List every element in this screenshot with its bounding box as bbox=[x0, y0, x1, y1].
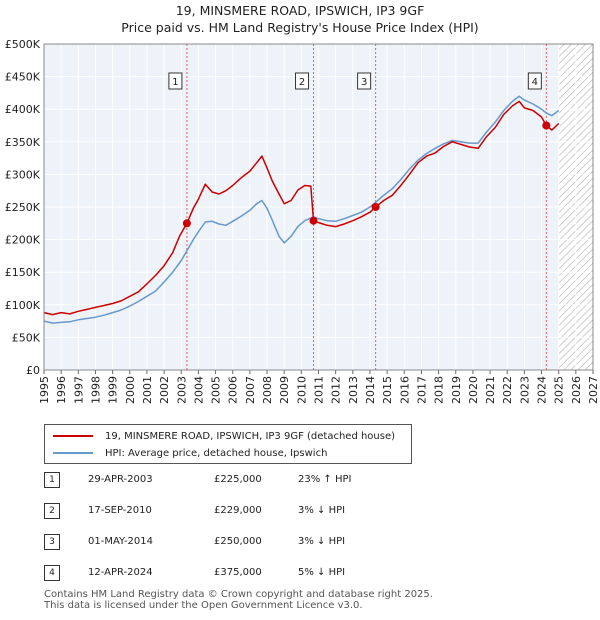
y-tick-label: £100K bbox=[5, 299, 41, 312]
y-tick-label: £500K bbox=[5, 38, 41, 51]
x-tick-label: 2016 bbox=[398, 376, 411, 404]
transaction-hpi: 3% ↓ HPI bbox=[298, 536, 346, 547]
x-tick-label: 2010 bbox=[295, 376, 308, 404]
footer-copyright: Contains HM Land Registry data © Crown c… bbox=[44, 589, 433, 600]
y-tick-label: £150K bbox=[5, 266, 41, 279]
price-chart: 1 2 3 4 £0 £50K £100K £150K £200K £250K £300K £350… bbox=[5, 38, 600, 404]
transaction-hpi: 5% ↓ HPI bbox=[298, 567, 346, 578]
x-tick-label: 2013 bbox=[347, 376, 360, 404]
hpi-series-line bbox=[43, 95, 560, 324]
y-tick-label: £200K bbox=[5, 234, 41, 247]
sale-point bbox=[371, 203, 380, 211]
x-tick-label: 2002 bbox=[158, 376, 171, 404]
x-tick-label: 2008 bbox=[261, 376, 274, 404]
footer-licence: This data is licensed under the Open Gov… bbox=[44, 600, 363, 611]
transaction-row: 3 01-MAY-2014 £250,000 3% ↓ HPI bbox=[44, 534, 384, 565]
legend-item-property: 19, MINSMERE ROAD, IPSWICH, IP3 9GF (det… bbox=[53, 428, 395, 444]
y-tick-label: £250K bbox=[5, 201, 41, 214]
transaction-price: £225,000 bbox=[214, 474, 262, 485]
transaction-marker-label: 3 bbox=[361, 77, 367, 88]
legend: 19, MINSMERE ROAD, IPSWICH, IP3 9GF (det… bbox=[44, 424, 412, 464]
transaction-price: £375,000 bbox=[214, 567, 262, 578]
x-tick-label: 2014 bbox=[364, 376, 377, 404]
x-tick-label: 2009 bbox=[278, 376, 291, 404]
transaction-hpi: 3% ↓ HPI bbox=[298, 505, 346, 516]
x-tick-label: 1998 bbox=[89, 376, 102, 404]
transaction-marker-badge bbox=[168, 72, 183, 90]
x-tick-label: 2024 bbox=[536, 376, 549, 404]
footer: Contains HM Land Registry data © Crown c… bbox=[44, 589, 433, 611]
legend-property-label: 19, MINSMERE ROAD, IPSWICH, IP3 9GF (det… bbox=[105, 430, 396, 442]
x-tick-label: 2021 bbox=[484, 376, 497, 404]
x-tick-label: 2019 bbox=[450, 376, 463, 404]
x-tick-label: 1999 bbox=[107, 376, 120, 404]
x-tick-label: 2011 bbox=[313, 376, 326, 404]
transactions-table: 1 29-APR-2003 £225,000 23% ↑ HPI 2 17-SE… bbox=[44, 472, 384, 596]
x-tick-label: 2004 bbox=[192, 376, 205, 404]
x-tick-label: 2018 bbox=[433, 376, 446, 404]
x-tick-label: 2000 bbox=[124, 376, 137, 404]
legend-hpi-swatch bbox=[53, 452, 93, 454]
x-tick-label: 2015 bbox=[381, 376, 394, 404]
transaction-marker-badge bbox=[527, 72, 542, 90]
x-tick-label: 2007 bbox=[244, 376, 257, 404]
transaction-price: £250,000 bbox=[214, 536, 262, 547]
transaction-date: 17-SEP-2010 bbox=[88, 505, 152, 516]
sale-point bbox=[182, 219, 191, 228]
plot-border bbox=[43, 43, 594, 371]
x-tick-label: 2003 bbox=[175, 376, 188, 404]
chart-subtitle: Price paid vs. HM Land Registry's House … bbox=[121, 20, 479, 35]
transaction-date: 12-APR-2024 bbox=[88, 567, 153, 578]
transaction-badge: 4 bbox=[44, 565, 60, 581]
chart-title: 19, MINSMERE ROAD, IPSWICH, IP3 9GF bbox=[175, 3, 425, 18]
transaction-hpi: 23% ↑ HPI bbox=[298, 474, 352, 485]
property-series-line bbox=[43, 100, 560, 316]
x-tick-label: 2005 bbox=[210, 376, 223, 404]
x-tick-label: 2026 bbox=[570, 376, 583, 404]
legend-item-hpi: HPI: Average price, detached house, Ipsw… bbox=[53, 445, 327, 461]
y-tick-label: £350K bbox=[5, 136, 41, 149]
transaction-marker-label: 1 bbox=[172, 77, 178, 88]
x-tick-label: 1995 bbox=[38, 376, 51, 404]
x-tick-label: 2020 bbox=[467, 376, 480, 404]
transaction-price: £229,000 bbox=[214, 505, 262, 516]
x-tick-label: 2023 bbox=[518, 376, 531, 404]
x-tick-label: 2027 bbox=[587, 376, 600, 404]
y-tick-label: £450K bbox=[5, 71, 41, 84]
y-tick-label: £50K bbox=[12, 331, 41, 344]
x-tick-label: 1997 bbox=[72, 376, 85, 404]
sale-point bbox=[309, 216, 318, 225]
transaction-date: 29-APR-2003 bbox=[88, 474, 153, 485]
transaction-row: 2 17-SEP-2010 £229,000 3% ↓ HPI bbox=[44, 503, 384, 534]
transaction-badge: 3 bbox=[44, 534, 60, 550]
y-tick-label: £400K bbox=[5, 103, 41, 116]
legend-hpi-label: HPI: Average price, detached house, Ipsw… bbox=[105, 447, 328, 459]
transaction-marker-badge bbox=[295, 72, 310, 90]
y-tick-label: £300K bbox=[5, 168, 41, 181]
x-tick-label: 2001 bbox=[141, 376, 154, 404]
transaction-row: 4 12-APR-2024 £375,000 5% ↓ HPI bbox=[44, 565, 384, 596]
x-tick-label: 2006 bbox=[227, 376, 240, 404]
transaction-badge: 1 bbox=[44, 472, 60, 488]
transaction-marker-label: 4 bbox=[532, 77, 538, 88]
transaction-marker-badge bbox=[357, 72, 372, 90]
transaction-marker-label: 2 bbox=[299, 77, 305, 88]
x-tick-label: 1996 bbox=[55, 376, 68, 404]
transaction-badge: 2 bbox=[44, 503, 60, 519]
y-tick-label: £0 bbox=[26, 364, 40, 377]
transaction-row: 1 29-APR-2003 £225,000 23% ↑ HPI bbox=[44, 472, 384, 503]
sale-point bbox=[542, 121, 551, 130]
legend-property-swatch bbox=[53, 435, 93, 437]
x-tick-label: 2025 bbox=[553, 376, 566, 404]
transaction-date: 01-MAY-2014 bbox=[88, 536, 154, 547]
x-tick-label: 2022 bbox=[501, 376, 514, 404]
x-tick-label: 2012 bbox=[330, 376, 343, 404]
x-tick-label: 2017 bbox=[415, 376, 428, 404]
